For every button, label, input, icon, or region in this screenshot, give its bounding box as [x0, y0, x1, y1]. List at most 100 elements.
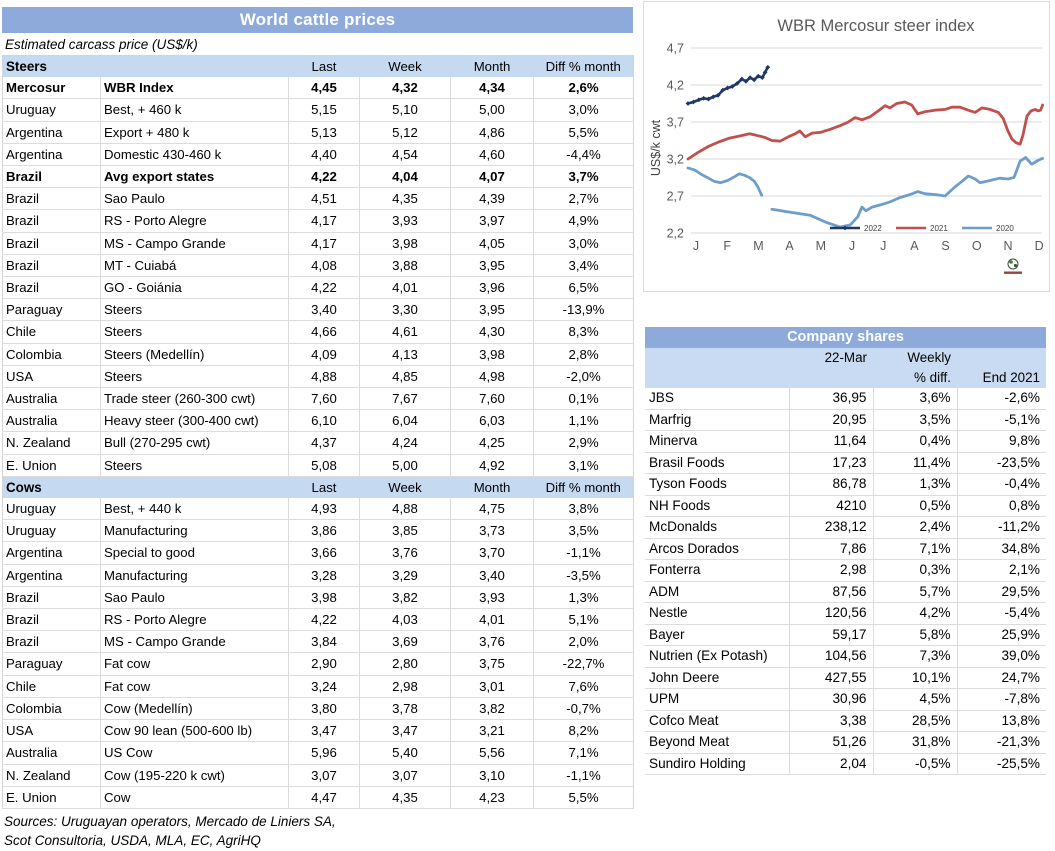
- cell-country: Brazil: [2, 586, 101, 610]
- price-row: E. Union Cow 4,47 4,35 4,23 5,5%: [2, 786, 634, 809]
- cell-last: 2,90: [288, 652, 361, 676]
- cell-description: Steers (Medellín): [100, 343, 290, 366]
- cell-company: Brasil Foods: [645, 452, 790, 474]
- cell-end-2021: 2,1%: [957, 559, 1046, 582]
- cell-company: Cofco Meat: [645, 710, 790, 732]
- cell-company: McDonalds: [645, 516, 790, 539]
- cell-description: MS - Campo Grande: [100, 630, 290, 654]
- cell-week: 4,88: [359, 498, 452, 521]
- column-header: Last: [288, 55, 360, 78]
- cell-price: 20,95: [789, 409, 874, 431]
- company-row: Bayer 59,17 5,8% 25,9%: [645, 624, 1046, 646]
- cell-country: E. Union: [2, 786, 101, 809]
- cell-month: 4,34: [450, 77, 535, 100]
- price-row: Paraguay Steers 3,40 3,30 3,95 -13,9%: [2, 298, 634, 322]
- cell-price: 4210: [789, 495, 874, 517]
- cell-diff-pct-month: 0,1%: [533, 387, 634, 411]
- cell-price: 7,86: [789, 538, 874, 560]
- cell-week: 5,12: [359, 121, 452, 144]
- cell-weekly-diff: 4,5%: [873, 688, 958, 711]
- price-row: Brazil GO - Goiánia 4,22 4,01 3,96 6,5%: [2, 276, 634, 300]
- column-header: Last: [288, 476, 360, 499]
- cell-country: Argentina: [2, 143, 101, 167]
- svg-text:N: N: [1003, 239, 1012, 253]
- cell-description: Manufacturing: [100, 519, 290, 543]
- cell-diff-pct-month: 6,5%: [533, 276, 634, 300]
- column-header: Month: [450, 476, 534, 499]
- svg-text:3,2: 3,2: [667, 153, 684, 167]
- cell-country: Colombia: [2, 697, 101, 721]
- cell-price: 104,56: [789, 645, 874, 668]
- cell-weekly-diff: 7,3%: [873, 645, 958, 668]
- price-row: Brazil RS - Porto Alegre 4,17 3,93 3,97 4,9%: [2, 209, 634, 233]
- cell-diff-pct-month: 3,7%: [533, 165, 634, 189]
- cell-description: Steers: [100, 298, 290, 322]
- cell-end-2021: -7,8%: [957, 688, 1046, 711]
- cell-company: Sundiro Holding: [645, 753, 790, 775]
- cell-country: Brazil: [2, 608, 101, 632]
- column-header: Week: [359, 55, 451, 78]
- header-end-2021: End 2021: [982, 370, 1040, 385]
- cell-diff-pct-month: -1,1%: [533, 764, 634, 787]
- cell-end-2021: 25,9%: [957, 624, 1046, 646]
- cell-country: Argentina: [2, 541, 101, 565]
- svg-text:2022: 2022: [864, 224, 882, 233]
- svg-text:3,7: 3,7: [667, 116, 684, 130]
- cell-diff-pct-month: -4,4%: [533, 143, 634, 167]
- cell-month: 4,39: [450, 187, 535, 211]
- price-row: Colombia Cow (Medellín) 3,80 3,78 3,82 -0,7%: [2, 697, 634, 721]
- cell-country: USA: [2, 365, 101, 389]
- cell-diff-pct-month: 3,0%: [533, 98, 634, 122]
- cell-description: GO - Goiánia: [100, 276, 290, 300]
- company-row: Beyond Meat 51,26 31,8% -21,3%: [645, 731, 1046, 754]
- company-row: McDonalds 238,12 2,4% -11,2%: [645, 516, 1046, 539]
- cell-country: Argentina: [2, 121, 101, 144]
- company-row: Fonterra 2,98 0,3% 2,1%: [645, 559, 1046, 582]
- series-2020-line: [686, 166, 764, 197]
- price-row: Brazil MT - Cuiabá 4,08 3,88 3,95 3,4%: [2, 254, 634, 278]
- cell-weekly-diff: 0,4%: [873, 430, 958, 453]
- cell-month: 4,98: [450, 365, 535, 389]
- svg-text:2,2: 2,2: [667, 227, 684, 241]
- cell-weekly-diff: 5,7%: [873, 581, 958, 603]
- steer-index-chart-svg: 2,2 2,7 3,2 3,7 4,2 4,7 J F M A M J J A S O N D WBR Mercos…: [649, 17, 1045, 274]
- cell-company: Arcos Dorados: [645, 538, 790, 560]
- cell-end-2021: -21,3%: [957, 731, 1046, 754]
- cell-diff-pct-month: 2,6%: [533, 77, 634, 100]
- cell-weekly-diff: -0,5%: [873, 753, 958, 775]
- cell-month: 3,95: [450, 254, 535, 278]
- cell-last: 4,08: [288, 254, 361, 278]
- cell-diff-pct-month: 7,1%: [533, 741, 634, 765]
- cell-description: RS - Porto Alegre: [100, 608, 290, 632]
- cell-price: 17,23: [789, 452, 874, 474]
- company-row: JBS 36,95 3,6% -2,6%: [645, 388, 1046, 410]
- cell-description: WBR Index: [100, 77, 290, 100]
- cell-company: UPM: [645, 688, 790, 711]
- cell-diff-pct-month: 3,0%: [533, 232, 634, 255]
- cell-month: 5,56: [450, 741, 535, 765]
- cell-description: Fat cow: [100, 675, 290, 698]
- cell-week: 4,35: [359, 187, 452, 211]
- cell-company: Beyond Meat: [645, 731, 790, 754]
- cell-last: 4,22: [288, 276, 361, 300]
- cell-week: 3,82: [359, 586, 452, 610]
- cell-country: Australia: [2, 741, 101, 765]
- cell-week: 3,98: [359, 232, 452, 255]
- company-row: Minerva 11,64 0,4% 9,8%: [645, 430, 1046, 453]
- steer-index-chart-panel: 2,2 2,7 3,2 3,7 4,2 4,7 J F M A M J J A S O N D WBR Mercos…: [643, 1, 1050, 292]
- cell-last: 3,24: [288, 675, 361, 698]
- svg-text:J: J: [880, 239, 886, 253]
- header-spacer: [645, 368, 789, 388]
- price-row: Brazil MS - Campo Grande 3,84 3,69 3,76 2,0%: [2, 630, 634, 654]
- cell-month: 3,70: [450, 541, 535, 565]
- cell-last: 5,96: [288, 741, 361, 765]
- cell-weekly-diff: 2,4%: [873, 516, 958, 539]
- price-row: Argentina Export + 480 k 5,13 5,12 4,86 5,5%: [2, 121, 634, 144]
- company-row: Cofco Meat 3,38 28,5% 13,8%: [645, 710, 1046, 732]
- cell-week: 4,03: [359, 608, 452, 632]
- cell-month: 4,07: [450, 165, 535, 189]
- cell-month: 5,00: [450, 98, 535, 122]
- svg-text:S: S: [941, 239, 949, 253]
- cell-end-2021: -0,4%: [957, 473, 1046, 496]
- cell-description: Manufacturing: [100, 564, 290, 587]
